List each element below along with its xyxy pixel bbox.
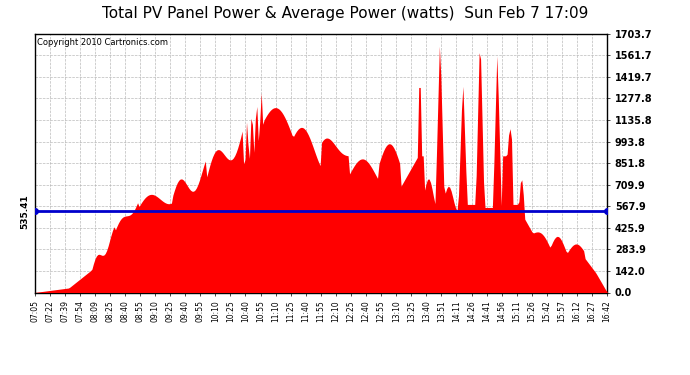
Text: Total PV Panel Power & Average Power (watts)  Sun Feb 7 17:09: Total PV Panel Power & Average Power (wa… bbox=[102, 6, 588, 21]
Text: Copyright 2010 Cartronics.com: Copyright 2010 Cartronics.com bbox=[37, 38, 168, 46]
Text: 535.41: 535.41 bbox=[20, 194, 29, 228]
